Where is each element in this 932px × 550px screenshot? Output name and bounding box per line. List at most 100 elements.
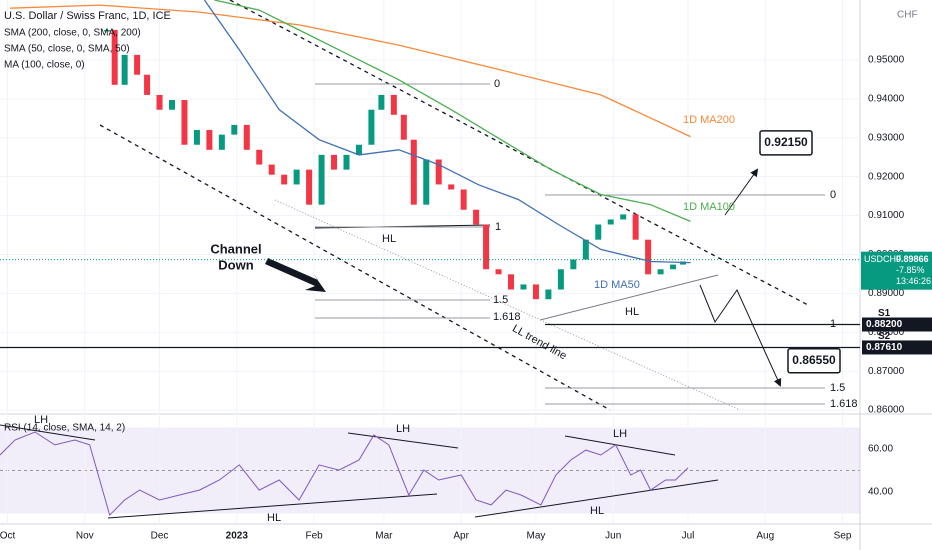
candle [460,189,467,210]
candle [435,159,442,185]
channel-lower [99,124,611,411]
candle [632,214,639,240]
drawings [0,0,825,519]
candle [657,269,664,275]
symbol-title: U.S. Dollar / Swiss Franc, 1D, ICE [4,10,171,22]
candle [318,154,325,205]
level-box [862,340,932,355]
candle [620,214,627,220]
indicator-name: SMA (50, close, 0, SMA, 50) [4,44,130,55]
x-tick-label: Jun [605,531,621,542]
candle [134,54,141,75]
candle [293,169,300,185]
candle [256,149,263,165]
candle [582,239,589,260]
candle [243,124,250,150]
candle [268,164,275,175]
y-tick-label: 0.91000 [868,210,905,221]
level-name: S1 [878,308,891,319]
y-tick-label: 0.92000 [868,171,905,182]
candle [206,129,213,150]
candle [495,269,502,275]
data-marks [0,0,860,517]
indicator-name: MA (100, close, 0) [4,60,85,71]
candle [306,169,313,205]
level-label: 0.87610 [866,342,903,353]
price-change: -7.85% [896,265,925,275]
x-tick-label: Mar [375,531,393,542]
fib-label: 1 [495,221,501,233]
candle [231,124,238,135]
projection-down [699,284,782,387]
symbol-label: USDCHF [864,254,902,264]
moving-average [214,0,691,222]
candle [473,209,480,225]
y-tick-label: 0.88000 [868,327,905,338]
x-tick-label: Sep [834,531,852,542]
candle [448,184,455,190]
y-tick-label: 0.94000 [868,93,905,104]
target-box [759,130,813,156]
countdown: 13:46:26 [896,276,931,286]
y-tick-label: 0.93000 [868,132,905,143]
fib-label: 0 [830,189,836,201]
target-label: 0.92150 [764,135,808,149]
fib-label: 1.618 [830,398,858,410]
rsi-annotation: LH [613,428,627,440]
legend: U.S. Dollar / Swiss Franc, 1D, ICE SMA (… [4,10,171,434]
rsi-annotation: LH [34,414,48,426]
x-tick-label: Jul [682,531,695,542]
indicator-name: SMA (200, close, 0, SMA, 200) [4,28,141,39]
candle [390,94,397,115]
candle [557,269,564,290]
channel-label: Channel [210,241,261,256]
ma-label: 1D MA50 [594,279,640,291]
candle [410,139,417,205]
fib-label: 1.618 [493,311,521,323]
rsi-line [0,431,689,517]
projection-up [724,168,759,216]
level-box [862,317,932,332]
x-tick-label: Aug [756,531,774,542]
candle [595,224,602,240]
fib-label: 0 [494,78,500,90]
candle [193,129,200,145]
candle [156,94,163,110]
fib-label: 1.5 [493,294,508,306]
candle [508,274,515,290]
candle [378,94,385,110]
candle [218,134,225,150]
candle [368,109,375,145]
candle [607,219,614,225]
candle [645,239,652,275]
hl-label: HL [625,306,639,318]
channel-upper [229,0,809,306]
y-tick-label: 0.86000 [868,405,905,416]
y-tick-label: 0.87000 [868,366,905,377]
candle [169,99,175,110]
x-tick-label: Apr [453,531,469,542]
candle [343,154,350,170]
candle [532,284,539,300]
rsi-title: RSI (14, close, SMA, 14, 2) [4,423,125,434]
rsi-annotation: HL [267,512,281,524]
y-tick-label: 0.89000 [868,288,905,299]
candle [520,284,527,290]
candle [144,74,151,95]
ll-trend-line [274,199,741,411]
ma-label: 1D MA200 [683,114,735,126]
candle [121,54,128,85]
candle [423,159,430,205]
x-tick-label: Oct [0,531,15,542]
x-tick-label: May [526,531,545,542]
rsi-lines [0,424,719,519]
ma-label: 1D MA100 [683,201,735,213]
currency: CHF [897,10,918,21]
y-tick-label: 60.00 [868,444,893,455]
target-box [787,347,841,374]
rsi-annotation: HL [590,505,604,517]
candle [281,174,288,185]
level-name: S2 [878,331,891,342]
